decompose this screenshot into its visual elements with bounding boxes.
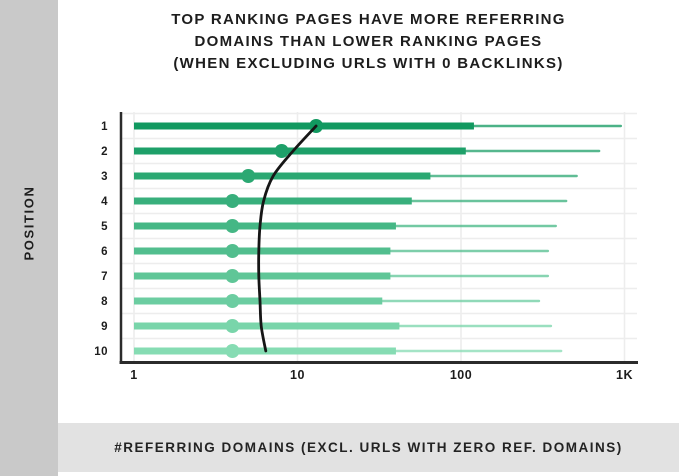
median-dot-row-9 [225, 319, 240, 333]
x-axis-caption: #REFERRING DOMAINS (EXCL. URLS WITH ZERO… [114, 440, 623, 455]
bar-row-8 [134, 297, 383, 305]
position-label-7: 7 [101, 271, 108, 283]
position-label-9: 9 [101, 321, 108, 333]
position-label-8: 8 [101, 296, 108, 308]
chart-title-line1: TOP RANKING PAGES HAVE MORE REFERRING [171, 11, 566, 28]
bar-row-5 [134, 222, 396, 230]
bar-row-1 [134, 122, 474, 130]
bar-row-7 [134, 272, 391, 280]
position-label-3: 3 [101, 171, 108, 183]
chart-title-line2: DOMAINS THAN LOWER RANKING PAGES [194, 33, 543, 50]
position-label-10: 10 [94, 346, 108, 358]
y-axis-title-bar: POSITION [0, 0, 58, 476]
position-label-5: 5 [101, 221, 108, 233]
y-axis-title: POSITION [21, 185, 37, 261]
bar-row-6 [134, 247, 391, 255]
trend-curve [257, 124, 318, 353]
x-tick-label-1K: 1K [616, 368, 633, 382]
bar-row-4 [134, 197, 412, 205]
median-dot-row-7 [225, 269, 240, 283]
x-tick-label-1: 1 [130, 368, 137, 382]
chart-title-line3: (WHEN EXCLUDING URLS WITH 0 BACKLINKS) [173, 55, 564, 72]
median-dot-row-10 [225, 344, 240, 358]
median-dot-row-2 [274, 144, 289, 158]
bar-row-3 [134, 172, 431, 180]
median-dot-row-5 [225, 219, 240, 233]
bar-row-2 [134, 147, 466, 155]
median-dot-row-8 [225, 294, 240, 308]
chart-title: TOP RANKING PAGES HAVE MORE REFERRING DO… [58, 9, 679, 75]
x-tick-label-10: 10 [290, 368, 305, 382]
x-axis-caption-bar: #REFERRING DOMAINS (EXCL. URLS WITH ZERO… [58, 423, 679, 472]
position-label-6: 6 [101, 246, 108, 258]
position-label-4: 4 [101, 196, 108, 208]
bar-row-9 [134, 322, 400, 330]
median-dot-row-6 [225, 244, 240, 258]
position-label-1: 1 [101, 121, 108, 133]
median-dot-row-4 [225, 194, 240, 208]
position-label-2: 2 [101, 146, 108, 158]
x-tick-label-100: 100 [450, 368, 472, 382]
median-dot-row-3 [241, 169, 256, 183]
